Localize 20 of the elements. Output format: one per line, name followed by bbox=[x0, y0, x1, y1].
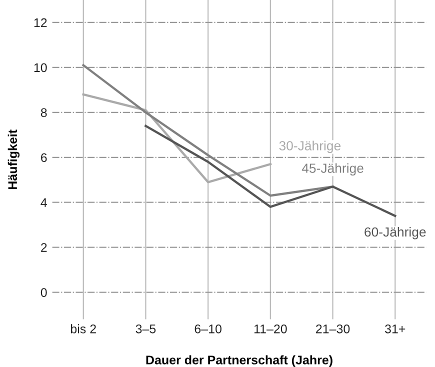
line-series bbox=[82, 93, 272, 184]
x-tick-label: 21–30 bbox=[316, 324, 350, 334]
y-tick-label: 0 bbox=[40, 288, 47, 297]
series-label: 45-Jährige bbox=[302, 163, 364, 176]
y-tick-label: 12 bbox=[34, 18, 47, 28]
x-tick-label: 6–10 bbox=[194, 324, 222, 334]
x-axis-title: Dauer der Partnerschaft (Jahre) bbox=[146, 355, 332, 367]
line-series bbox=[144, 124, 396, 217]
series-label: 30-Jährige bbox=[279, 140, 341, 154]
y-tick-label: 6 bbox=[41, 153, 47, 162]
y-tick-label: 2 bbox=[41, 243, 47, 252]
y-axis-title: Häufigkeit bbox=[8, 130, 20, 190]
series-label: 60-Jährige bbox=[364, 226, 426, 240]
y-tick-label: 10 bbox=[34, 63, 47, 72]
x-tick-label: 3–5 bbox=[136, 324, 156, 334]
x-tick-label: bis 2 bbox=[70, 324, 96, 334]
y-tick-label: 4 bbox=[40, 198, 47, 207]
x-tick-label: 11–20 bbox=[254, 324, 287, 334]
x-tick-label: 31+ bbox=[385, 324, 406, 334]
y-tick-label: 8 bbox=[40, 108, 47, 118]
